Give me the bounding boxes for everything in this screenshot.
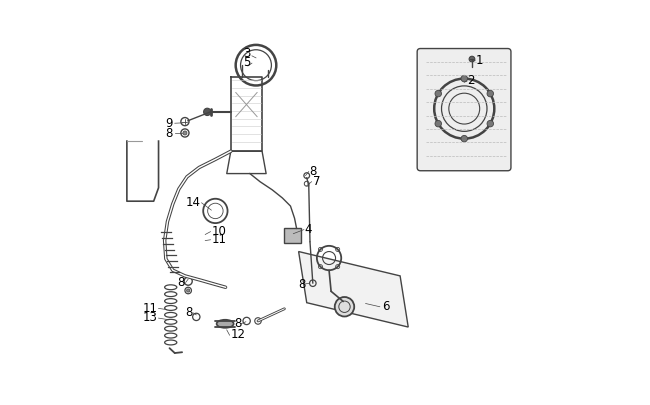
Ellipse shape — [216, 320, 233, 328]
Text: 9: 9 — [165, 116, 173, 129]
Text: 3: 3 — [243, 47, 251, 60]
Circle shape — [203, 109, 211, 116]
FancyBboxPatch shape — [283, 228, 302, 243]
Text: 8: 8 — [298, 277, 306, 290]
Circle shape — [435, 121, 441, 128]
Circle shape — [461, 136, 467, 143]
Text: 6: 6 — [382, 299, 389, 312]
Text: 2: 2 — [467, 74, 475, 87]
Circle shape — [487, 91, 493, 98]
Text: 8: 8 — [235, 317, 242, 330]
Text: 8: 8 — [185, 305, 192, 318]
Text: 12: 12 — [230, 328, 246, 341]
FancyBboxPatch shape — [417, 49, 511, 171]
Circle shape — [335, 297, 354, 317]
Text: 1: 1 — [475, 53, 483, 66]
Text: 8: 8 — [165, 126, 173, 139]
Text: 4: 4 — [305, 222, 312, 235]
Text: 8: 8 — [309, 164, 317, 177]
Circle shape — [187, 289, 190, 292]
Text: 14: 14 — [185, 196, 200, 209]
Text: 11: 11 — [143, 301, 158, 314]
Circle shape — [183, 132, 187, 136]
Text: 5: 5 — [243, 56, 251, 69]
Text: 8: 8 — [177, 275, 185, 288]
Text: 7: 7 — [313, 175, 320, 188]
Text: 11: 11 — [211, 232, 226, 245]
Circle shape — [487, 121, 493, 128]
Circle shape — [461, 76, 467, 83]
Text: 10: 10 — [211, 224, 226, 237]
Circle shape — [435, 91, 441, 98]
Text: 13: 13 — [143, 311, 158, 324]
Circle shape — [469, 57, 474, 63]
Polygon shape — [298, 252, 408, 327]
